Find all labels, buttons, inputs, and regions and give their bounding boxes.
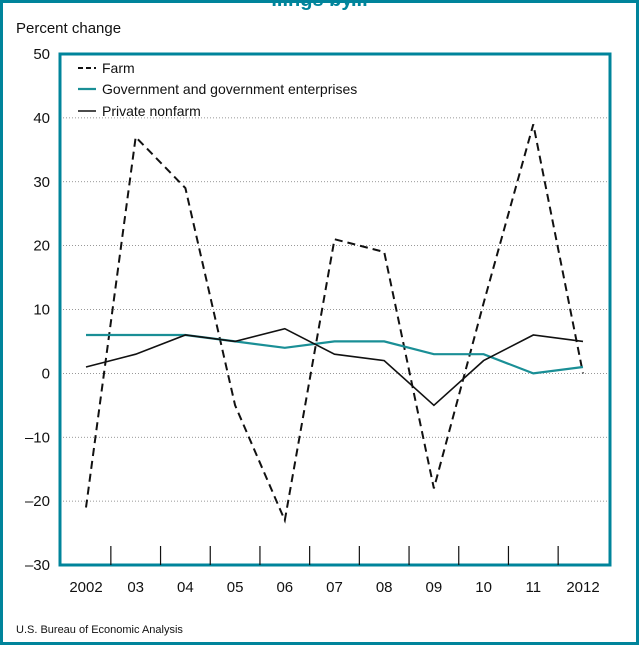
y-tick-label: 20: [33, 238, 50, 255]
plot-area-border: [58, 52, 612, 567]
x-tick-label: 09: [426, 579, 443, 596]
series-line: [86, 333, 584, 375]
y-tick-label: 40: [33, 110, 50, 127]
chart-title: ...ngs by...: [271, 0, 368, 11]
x-tick-label: 07: [326, 579, 343, 596]
y-axis-unit-label: Percent change: [16, 20, 122, 37]
x-tick-label: 2012: [566, 579, 599, 596]
legend-label: Private nonfarm: [102, 103, 201, 119]
series-line: [85, 124, 584, 524]
y-tick-label: –30: [25, 557, 50, 574]
x-tick-label: 11: [526, 579, 542, 596]
y-tick-label: 50: [33, 46, 50, 63]
source-note: U.S. Bureau of Economic Analysis: [16, 624, 183, 636]
x-tick-label: 10: [475, 579, 492, 596]
y-tick-label: 10: [33, 302, 50, 319]
x-tick-label: 05: [227, 579, 244, 596]
x-tick-label: 03: [127, 579, 144, 596]
y-tick-label: –20: [25, 493, 50, 510]
x-tick-label: 04: [177, 579, 194, 596]
x-tick-label: 06: [276, 579, 293, 596]
y-tick-label: 30: [33, 174, 50, 191]
x-tick-label: 2002: [69, 579, 102, 596]
x-tick-label: 08: [376, 579, 393, 596]
y-tick-label: 0: [42, 365, 50, 382]
series-line: [85, 327, 584, 407]
y-tick-label: –10: [25, 429, 50, 446]
legend-label: Farm: [102, 60, 135, 76]
legend-label: Government and government enterprises: [102, 81, 357, 97]
title-strip: ...ngs by...: [0, 0, 639, 12]
